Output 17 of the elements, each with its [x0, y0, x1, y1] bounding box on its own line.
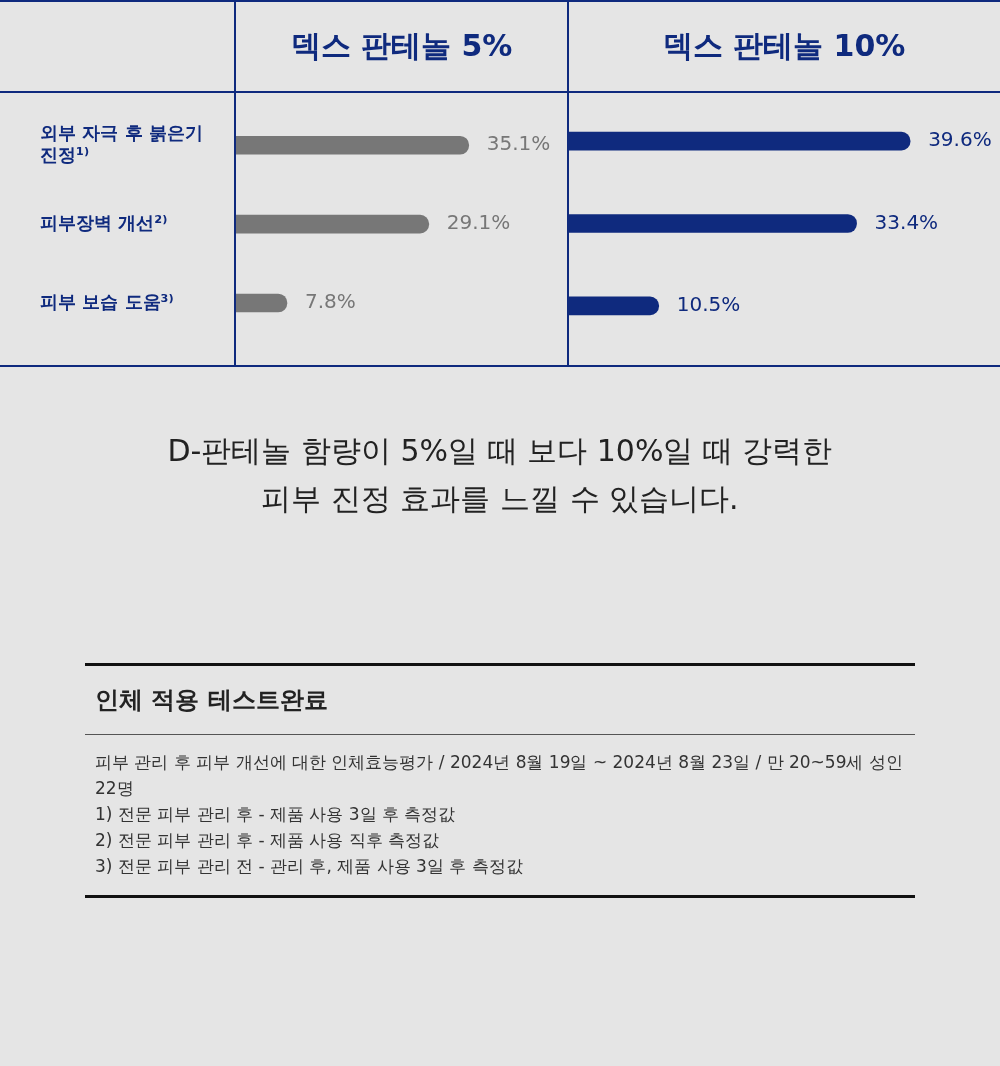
- chart-title: 덱스 판테놀 5%: [289, 27, 514, 65]
- data-label: 33.4%: [874, 209, 939, 234]
- text: D-판테놀 함량이 5%일 때 보다 10%일 때 강력한 피부 진정 효과를 느낄 수 있습니다.: [166, 432, 834, 518]
- y-tick-label: 피부장벽 개선²⁾: [40, 211, 168, 233]
- y-tick-label: 피부 보습 도움³⁾: [40, 290, 174, 312]
- data-label: 10.5%: [676, 292, 741, 317]
- text: 피부 관리 후 피부 개선에 대한 인체효능평가 / 2024년 8월 19일 ~ 2024년 8월 23일 / 만 20~59세 성인 22명: [95, 751, 904, 800]
- data-label: 39.6%: [928, 127, 992, 152]
- text: 3) 전문 피부 관리 전 - 관리 후, 제품 사용 3일 후 측정값: [95, 855, 524, 878]
- data-label: 7.8%: [304, 289, 356, 314]
- chart-title: 덱스 판테놀 10%: [661, 27, 907, 65]
- data-label: 35.1%: [486, 131, 551, 156]
- data-label: 29.1%: [446, 210, 511, 235]
- y-tick-label: 외부 자극 후 붉은기 진정¹⁾: [40, 122, 203, 165]
- text: 2) 전문 피부 관리 후 - 제품 사용 직후 측정값: [95, 829, 441, 852]
- text: 1) 전문 피부 관리 후 - 제품 사용 3일 후 측정값: [95, 803, 457, 826]
- text: 인체 적용 테스트완료: [85, 666, 915, 735]
